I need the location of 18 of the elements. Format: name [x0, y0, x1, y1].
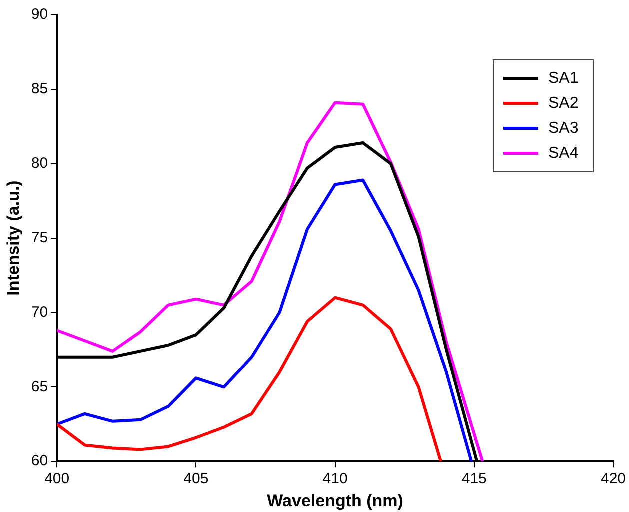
legend-label: SA3: [548, 120, 579, 137]
y-tick-label: 90: [31, 6, 48, 24]
legend-label: SA4: [548, 144, 579, 162]
x-tick-label: 405: [184, 470, 209, 488]
legend-label: SA1: [548, 70, 579, 87]
y-tick-label: 75: [31, 229, 48, 246]
y-axis-title: Intensity (a.u.): [4, 180, 23, 296]
legend-label: SA2: [548, 94, 579, 112]
x-tick-label: 410: [322, 470, 348, 488]
x-tick-label: 400: [44, 470, 70, 488]
x-tick-label: 415: [462, 470, 487, 488]
x-axis-title: Wavelength (nm): [267, 491, 404, 510]
y-tick-label: 60: [31, 452, 48, 470]
x-tick-label: 420: [600, 470, 626, 488]
y-tick-label: 65: [31, 378, 48, 396]
y-tick-label: 85: [31, 80, 48, 98]
y-tick-label: 80: [31, 155, 48, 172]
y-tick-label: 70: [31, 304, 48, 321]
